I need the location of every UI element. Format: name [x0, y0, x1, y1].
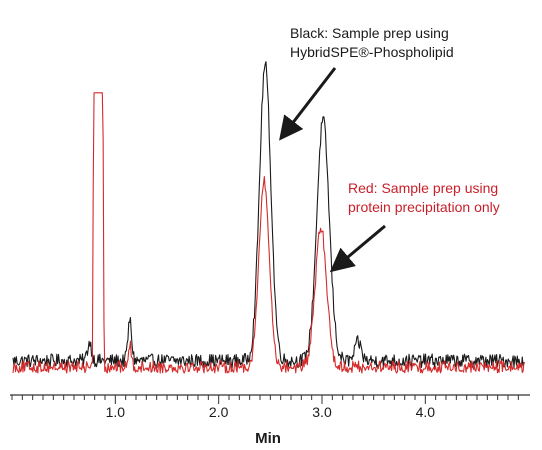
x-axis-label: Min: [255, 430, 281, 447]
series-layer: [12, 61, 526, 374]
annotation-black: Black: Sample prep using HybridSPE®-Phosp…: [290, 25, 454, 60]
annotation-arrow-black: [279, 67, 337, 141]
x-tick-label: 2.0: [209, 404, 229, 420]
x-axis: 1.0 2.0 3.0 4.0: [10, 394, 530, 420]
annotation-red: Red: Sample prep using protein precipitat…: [348, 180, 500, 215]
annotation-arrow-red: [329, 224, 386, 273]
series-line-black: [12, 61, 526, 369]
x-tick-label: 3.0: [312, 404, 332, 420]
x-tick-label: 1.0: [106, 404, 126, 420]
x-tick-label: 4.0: [416, 404, 436, 420]
annotations: Black: Sample prep using HybridSPE®-Phosp…: [279, 25, 500, 273]
series-line-red: [12, 92, 526, 374]
